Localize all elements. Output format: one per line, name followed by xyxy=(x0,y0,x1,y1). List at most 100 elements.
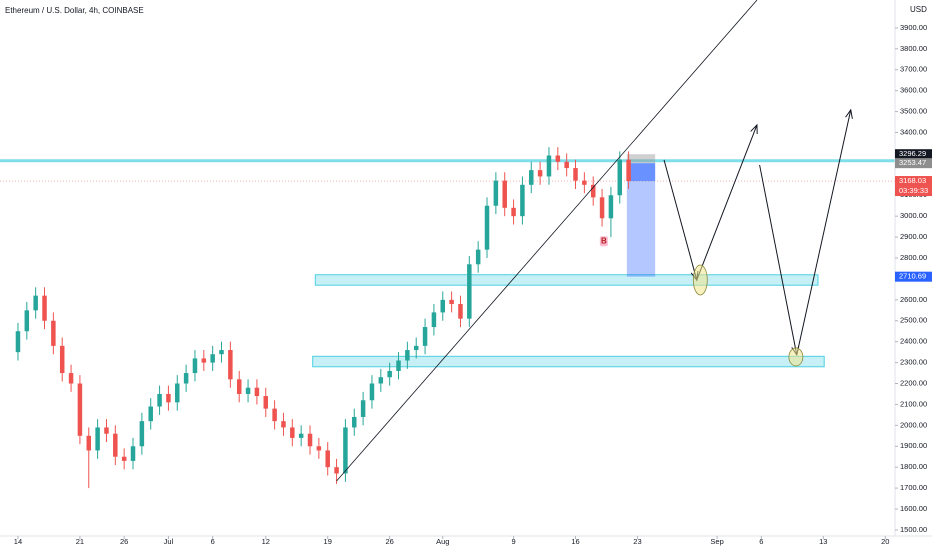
candle-body xyxy=(175,383,180,403)
candle-body xyxy=(316,446,322,451)
candle-body xyxy=(449,299,454,305)
price-tag xyxy=(895,176,932,187)
y-tick-label: 1900.00 xyxy=(900,441,927,450)
candle-body xyxy=(405,350,410,361)
y-tick-label: 3700.00 xyxy=(900,65,927,74)
y-tick-label: 1800.00 xyxy=(900,462,927,471)
candle-body xyxy=(139,421,145,447)
candle-body xyxy=(95,427,100,451)
candle-body xyxy=(520,184,525,217)
candle-body xyxy=(502,180,507,208)
y-tick-label: 2300.00 xyxy=(900,358,927,367)
candle-body xyxy=(263,396,269,409)
candle-body xyxy=(467,264,472,319)
candle-body xyxy=(104,427,109,434)
candle-body xyxy=(51,320,56,346)
y-tick-label: 1700.00 xyxy=(900,483,927,492)
price-tag-label: 2710.69 xyxy=(899,272,926,281)
candle-body xyxy=(59,345,65,374)
x-tick-label: 14 xyxy=(14,537,22,546)
candle-body xyxy=(254,387,260,397)
candle-body xyxy=(599,197,605,219)
axes: 1500.00 1600.00 1700.00 1800.00 1900.00 2000.… xyxy=(14,23,932,546)
candle-body xyxy=(564,161,569,169)
plot-area: B xyxy=(0,0,895,489)
highlight-circle xyxy=(788,347,804,367)
y-tick-label: 2900.00 xyxy=(900,232,927,241)
x-tick-label: 12 xyxy=(262,537,270,546)
candle-body xyxy=(334,467,339,474)
candle-body xyxy=(529,170,534,185)
candle-body xyxy=(484,205,490,250)
arrow-head xyxy=(750,123,758,134)
candle-body xyxy=(617,159,623,196)
candle-body xyxy=(113,433,118,457)
candle-body xyxy=(307,433,313,447)
candle-body xyxy=(431,312,437,328)
y-tick-label: 3500.00 xyxy=(900,107,927,116)
x-tick-label: 21 xyxy=(76,537,84,546)
x-tick-label: Jul xyxy=(164,537,174,546)
candle-body xyxy=(290,427,295,438)
y-tick-label: 2600.00 xyxy=(900,295,927,304)
countdown-bg xyxy=(895,186,932,197)
highlight-circle xyxy=(692,264,708,296)
x-tick-label: Aug xyxy=(436,537,449,546)
candle-body xyxy=(121,456,127,461)
candle-body xyxy=(360,400,366,417)
candle-body xyxy=(130,446,136,461)
candle-body xyxy=(77,383,83,436)
candle-body xyxy=(157,393,162,407)
candle-body xyxy=(183,373,189,384)
position-progress xyxy=(626,163,656,182)
support-zone xyxy=(314,274,819,286)
candle-body xyxy=(210,354,215,363)
y-tick-label: 1600.00 xyxy=(900,504,927,513)
candle-body xyxy=(245,387,251,394)
position-stop xyxy=(626,154,656,164)
candle-body xyxy=(396,360,401,371)
x-tick-label: 13 xyxy=(819,537,827,546)
price-tag-label: 3296.29 xyxy=(899,149,926,158)
price-tag xyxy=(895,271,932,282)
arrow-head xyxy=(845,108,853,119)
support-zone xyxy=(312,355,825,368)
candle-body xyxy=(192,358,198,374)
candle-body xyxy=(325,450,330,468)
candle-body xyxy=(272,408,277,422)
candle-body xyxy=(15,331,21,353)
candle-body xyxy=(42,295,47,321)
candle-body xyxy=(86,435,92,451)
x-tick-label: 9 xyxy=(511,537,515,546)
candle-body xyxy=(573,168,578,181)
candle-body xyxy=(458,304,463,319)
x-tick-label: 6 xyxy=(211,537,215,546)
y-tick-label: 3400.00 xyxy=(900,127,927,136)
y-tick-label: 2500.00 xyxy=(900,316,927,325)
candle-body xyxy=(626,159,631,182)
x-tick-label: 26 xyxy=(385,537,393,546)
y-tick-label: 3600.00 xyxy=(900,86,927,95)
candle-body xyxy=(590,184,596,198)
candle-body xyxy=(352,416,357,428)
candle-body xyxy=(511,207,516,217)
candle-body xyxy=(219,350,224,355)
countdown: 03:39:33 xyxy=(899,186,928,195)
candle-body xyxy=(24,310,30,332)
price-tag-label: 3253.47 xyxy=(899,158,926,167)
candle-body xyxy=(440,299,446,313)
candle-body xyxy=(369,383,375,401)
candle-body xyxy=(475,249,481,265)
trendline xyxy=(336,0,758,482)
candle-body xyxy=(298,433,304,438)
x-tick-label: Sep xyxy=(710,537,723,546)
candle-body xyxy=(148,406,153,422)
chart-title: Ethereum / U.S. Dollar, 4h, COINBASE xyxy=(5,6,144,15)
candle-body xyxy=(555,155,561,162)
candle-body xyxy=(493,180,499,206)
x-tick-label: 19 xyxy=(324,537,332,546)
candle-body xyxy=(166,393,171,403)
y-tick-label: 2200.00 xyxy=(900,378,927,387)
candle-body xyxy=(228,350,233,380)
